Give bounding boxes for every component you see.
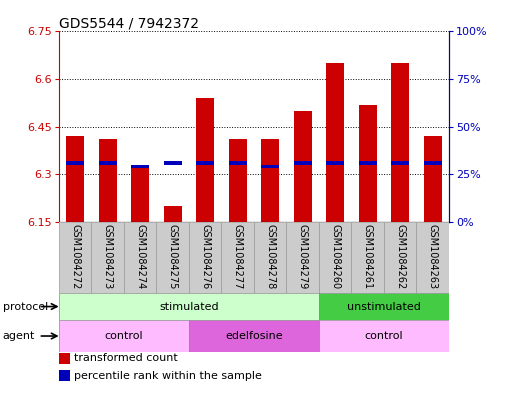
Bar <box>359 105 377 222</box>
Bar <box>189 320 319 352</box>
Bar <box>59 293 319 320</box>
Text: stimulated: stimulated <box>159 301 219 312</box>
Text: GSM1084273: GSM1084273 <box>103 224 113 289</box>
Bar <box>319 293 449 320</box>
Bar <box>131 165 149 222</box>
Bar <box>66 136 84 222</box>
Bar <box>424 136 442 222</box>
Bar <box>196 162 214 165</box>
Bar <box>156 222 189 293</box>
Text: control: control <box>365 331 403 341</box>
Bar <box>319 222 351 293</box>
Text: percentile rank within the sample: percentile rank within the sample <box>74 371 262 381</box>
Bar <box>359 162 377 165</box>
Bar <box>124 222 156 293</box>
Bar <box>417 222 449 293</box>
Bar <box>196 98 214 222</box>
Bar <box>326 63 344 222</box>
Text: GSM1084277: GSM1084277 <box>233 224 243 290</box>
Bar <box>391 63 409 222</box>
Bar <box>254 222 286 293</box>
Text: GSM1084260: GSM1084260 <box>330 224 340 289</box>
Bar <box>391 162 409 165</box>
Bar <box>59 320 189 352</box>
Bar <box>229 162 247 165</box>
Bar <box>222 222 254 293</box>
Text: GSM1084272: GSM1084272 <box>70 224 80 290</box>
Bar <box>131 165 149 168</box>
Text: protocol: protocol <box>3 301 48 312</box>
Text: GSM1084274: GSM1084274 <box>135 224 145 289</box>
Bar <box>99 140 116 222</box>
Text: GSM1084278: GSM1084278 <box>265 224 275 289</box>
Bar <box>99 162 116 165</box>
Text: GSM1084263: GSM1084263 <box>428 224 438 289</box>
Bar <box>261 165 279 168</box>
Bar <box>189 222 222 293</box>
Text: GSM1084261: GSM1084261 <box>363 224 372 289</box>
Bar <box>294 111 311 222</box>
Text: transformed count: transformed count <box>74 353 178 363</box>
Bar <box>384 222 417 293</box>
Bar <box>66 162 84 165</box>
Bar <box>164 206 182 222</box>
Text: agent: agent <box>3 331 35 341</box>
Bar <box>164 162 182 165</box>
Bar <box>59 222 91 293</box>
Text: GSM1084275: GSM1084275 <box>168 224 177 290</box>
Bar <box>286 222 319 293</box>
Text: GSM1084262: GSM1084262 <box>395 224 405 289</box>
Text: control: control <box>105 331 143 341</box>
Bar <box>91 222 124 293</box>
Bar <box>424 162 442 165</box>
Bar <box>294 162 311 165</box>
Bar <box>351 222 384 293</box>
Bar <box>319 320 449 352</box>
Bar <box>229 140 247 222</box>
Text: unstimulated: unstimulated <box>347 301 421 312</box>
Bar <box>326 162 344 165</box>
Bar <box>261 140 279 222</box>
Text: edelfosine: edelfosine <box>225 331 283 341</box>
Text: GDS5544 / 7942372: GDS5544 / 7942372 <box>59 16 199 30</box>
Text: GSM1084279: GSM1084279 <box>298 224 308 289</box>
Text: GSM1084276: GSM1084276 <box>200 224 210 289</box>
